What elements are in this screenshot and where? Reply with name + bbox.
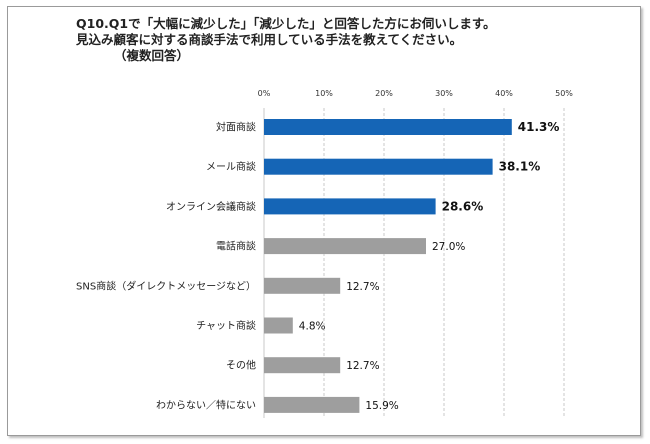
value-label: 4.8% (299, 321, 326, 333)
category-label: その他 (226, 359, 256, 372)
chart-title-line-1: Q10.Q1で「大幅に減少した」「減少した」と回答した方にお伺いします。 (76, 16, 496, 31)
value-label: 41.3% (518, 120, 560, 134)
bar (264, 357, 341, 374)
category-label: メール商談 (206, 160, 256, 173)
category-label: 電話商談 (216, 240, 256, 253)
bar (264, 198, 436, 215)
x-tick-label: 50% (555, 89, 573, 98)
chart-title-line-3: （複数回答） (114, 48, 190, 63)
value-label: 27.0% (432, 241, 465, 253)
category-label: オンライン会議商談 (166, 200, 256, 213)
x-tick-label: 20% (375, 89, 393, 98)
chart-title: Q10.Q1で「大幅に減少した」「減少した」と回答した方にお伺いします。 見込み… (76, 16, 636, 64)
x-tick-label: 10% (315, 89, 333, 98)
value-label: 38.1% (499, 160, 541, 174)
bar (264, 277, 341, 294)
bar (264, 158, 493, 175)
value-label: 15.9% (365, 400, 398, 412)
x-tick-label: 30% (435, 89, 453, 98)
x-tick-label: 0% (258, 89, 271, 98)
bar (264, 119, 512, 135)
chart-title-line-2: 見込み顧客に対する商談手法で利用している手法を教えてください。 (76, 32, 463, 47)
bar (264, 238, 426, 255)
category-label: 対面商談 (216, 121, 256, 134)
bar (264, 396, 360, 413)
x-tick-label: 40% (495, 89, 513, 98)
category-label: SNS商談（ダイレクトメッセージなど） (76, 279, 256, 292)
value-label: 12.7% (346, 360, 379, 372)
value-label: 12.7% (346, 281, 379, 293)
category-label: わからない／特にない (156, 399, 256, 411)
category-label: チャット商談 (196, 319, 256, 332)
bar (264, 317, 293, 334)
value-label: 28.6% (442, 199, 484, 213)
